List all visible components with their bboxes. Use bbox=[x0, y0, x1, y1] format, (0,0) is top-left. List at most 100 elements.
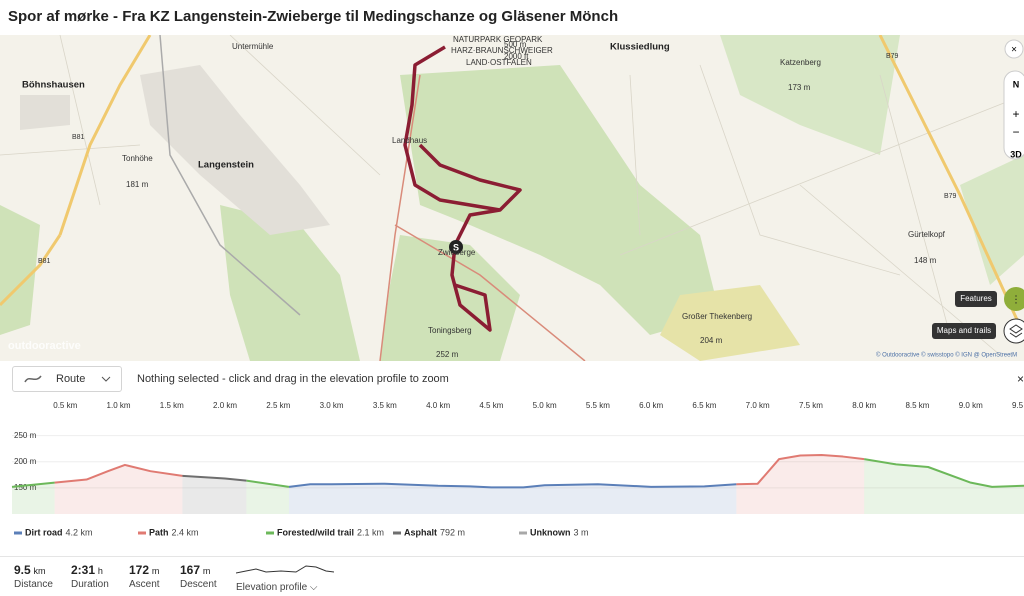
legend-name: Path bbox=[149, 527, 169, 537]
x-tick-label: 8.0 km bbox=[852, 401, 876, 410]
x-tick-label: 7.0 km bbox=[746, 401, 770, 410]
x-tick-label: 6.5 km bbox=[692, 401, 716, 410]
map-label: Katzenberg bbox=[780, 58, 821, 67]
scale-label: 2000 ft bbox=[504, 52, 529, 61]
map-label: NATURPARK GEOPARK bbox=[453, 35, 543, 44]
svg-text:−: − bbox=[1012, 125, 1019, 139]
map-label: Zwieberge bbox=[438, 248, 476, 257]
x-tick-label: 4.0 km bbox=[426, 401, 450, 410]
map-label: Böhnshausen bbox=[22, 80, 85, 91]
elevation-line bbox=[182, 474, 247, 482]
elevation-line bbox=[11, 481, 55, 488]
map-label: Langenstein bbox=[198, 160, 254, 171]
stats-bar: 9.5 km Distance 2:31 h Duration 172 m Ascent 1… bbox=[0, 556, 1024, 596]
header: Spor af mørke - Fra KZ Langenstein-Zwieb… bbox=[0, 0, 1024, 36]
close-map[interactable] bbox=[1004, 39, 1024, 59]
elevation-area bbox=[288, 483, 737, 514]
stat-unit: m bbox=[202, 566, 211, 576]
hint-text: Nothing selected - click and drag in the… bbox=[137, 373, 449, 385]
legend-item: Forested/wild trail 2.1 km bbox=[266, 527, 384, 537]
elevation-line bbox=[246, 479, 290, 488]
map-label: Untermühle bbox=[232, 42, 274, 51]
x-tick-label: 2.5 km bbox=[266, 401, 290, 410]
3d-button[interactable]: 3D bbox=[1010, 149, 1022, 159]
stat: 167 m Descent bbox=[180, 563, 217, 590]
elevation-line bbox=[288, 482, 737, 489]
elevation-chart[interactable]: 0.5 km 1.0 km 1.5 km 2.0 km 2.5 km 3.0 km 3.5 … bbox=[0, 396, 1024, 554]
map-label: B81 bbox=[72, 134, 85, 141]
legend-name: Unknown bbox=[530, 527, 571, 537]
x-tick-label: 4.5 km bbox=[479, 401, 503, 410]
stat-label: Duration bbox=[71, 579, 109, 590]
map[interactable]: S Böhnshausen Untermühle Langenstein Ton… bbox=[0, 35, 1024, 361]
stat-unit: m bbox=[151, 566, 160, 576]
y-tick-label: 200 m bbox=[14, 457, 37, 466]
stat: 2:31 h Duration bbox=[71, 563, 109, 590]
map-label: B79 bbox=[944, 193, 957, 200]
stat-value: 2:31 bbox=[71, 563, 96, 577]
svg-text:⋮: ⋮ bbox=[1011, 295, 1021, 306]
map-label: 252 m bbox=[436, 350, 459, 359]
y-tick-label: 150 m bbox=[14, 483, 37, 492]
dropdown-label: Route bbox=[56, 373, 86, 385]
map-label: HARZ·BRAUNSCHWEIGER bbox=[451, 46, 553, 55]
x-tick-label: 0.5 km bbox=[53, 401, 77, 410]
y-tick-label: 250 m bbox=[14, 431, 37, 440]
route-dropdown[interactable]: Route bbox=[12, 366, 122, 392]
stat-label: Descent bbox=[180, 579, 217, 590]
route-title: Spor af mørke - Fra KZ Langenstein-Zwieb… bbox=[8, 8, 619, 25]
x-tick-label: 5.5 km bbox=[586, 401, 610, 410]
stat-label: Elevation profile ⌵ bbox=[236, 582, 318, 593]
elevation-area bbox=[736, 454, 865, 514]
x-tick-label: 3.0 km bbox=[320, 401, 344, 410]
x-tick-label: 8.5 km bbox=[905, 401, 929, 410]
svg-text:+: + bbox=[1012, 107, 1019, 121]
stat-label: Ascent bbox=[129, 579, 160, 590]
x-tick-label: 9.5 km bbox=[1012, 401, 1024, 410]
legend-name: Forested/wild trail bbox=[277, 527, 354, 537]
stat: 9.5 km Distance bbox=[14, 563, 53, 590]
legend-length: 2.4 km bbox=[172, 527, 199, 537]
map-label: LAND·OSTFALEN bbox=[466, 58, 532, 67]
features-tooltip[interactable]: Features bbox=[960, 294, 992, 303]
legend-item: Asphalt 792 m bbox=[393, 527, 465, 537]
close-profile[interactable]: × bbox=[1016, 372, 1024, 386]
elevation-area bbox=[864, 459, 1024, 514]
stat-label: Distance bbox=[14, 579, 53, 590]
elevation-area bbox=[12, 482, 55, 514]
map-label: Landhaus bbox=[392, 136, 427, 145]
elevation-area bbox=[246, 480, 289, 514]
x-tick-label: 2.0 km bbox=[213, 401, 237, 410]
legend-name: Dirt road bbox=[25, 527, 63, 537]
maps-trails-tooltip[interactable]: Maps and trails bbox=[937, 326, 991, 335]
legend-length: 4.2 km bbox=[66, 527, 93, 537]
stat-value: 9.5 bbox=[14, 563, 31, 577]
elevation-area bbox=[54, 464, 183, 514]
stat-unit: h bbox=[97, 566, 103, 576]
x-tick-label: 1.0 km bbox=[107, 401, 131, 410]
x-tick-label: 3.5 km bbox=[373, 401, 397, 410]
map-label: 148 m bbox=[914, 256, 937, 265]
elevation-area bbox=[182, 475, 247, 514]
map-label: B81 bbox=[38, 258, 51, 265]
logo: outdooractive bbox=[8, 340, 81, 352]
legend-item: Unknown 3 m bbox=[519, 527, 589, 537]
north-button[interactable]: N bbox=[1013, 79, 1020, 89]
legend-length: 792 m bbox=[440, 527, 465, 537]
map-label: 181 m bbox=[126, 180, 149, 189]
stat[interactable]: Elevation profile ⌵ bbox=[235, 563, 335, 593]
map-label: B79 bbox=[886, 53, 899, 60]
map-label: Großer Thekenberg bbox=[682, 312, 752, 321]
x-tick-label: 1.5 km bbox=[160, 401, 184, 410]
attribution: © Outdooractive © swisstopo © IGN @ Open… bbox=[876, 352, 1017, 359]
x-tick-label: 9.0 km bbox=[959, 401, 983, 410]
svg-text:×: × bbox=[1011, 45, 1017, 56]
map-label: Gürtelkopf bbox=[908, 230, 946, 239]
profile-controls: Route Nothing selected - click and drag … bbox=[0, 362, 1024, 396]
scale-label: 500 m bbox=[504, 40, 527, 49]
legend-name: Asphalt bbox=[404, 527, 437, 537]
legend-item: Dirt road 4.2 km bbox=[14, 527, 93, 537]
map-label: Tonhöhe bbox=[122, 154, 153, 163]
x-tick-label: 5.0 km bbox=[533, 401, 557, 410]
